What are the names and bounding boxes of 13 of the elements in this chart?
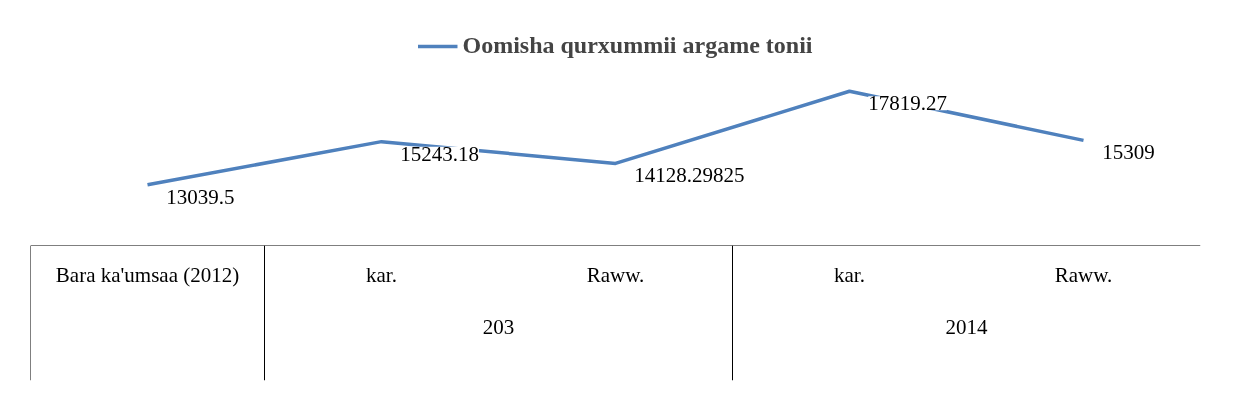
- data-label: 14128.29825: [634, 163, 745, 188]
- data-label: 13039.5: [166, 184, 235, 209]
- legend-label: Oomisha qurxummii argame tonii: [462, 32, 813, 59]
- x-tick-label: kar.: [366, 263, 397, 288]
- x-tick-label: kar.: [834, 263, 865, 288]
- x-tick-label: Bara ka'umsaa (2012): [55, 263, 240, 288]
- text: 203: [482, 314, 515, 339]
- text: 2014: [945, 314, 988, 339]
- data-label: 17819.27: [868, 91, 947, 116]
- x-tick-label: Raww.: [1054, 263, 1113, 288]
- data-label: 15309: [1102, 140, 1155, 165]
- x-tick-label: Raww.: [586, 263, 645, 288]
- data-label: 15243.18: [400, 141, 479, 166]
